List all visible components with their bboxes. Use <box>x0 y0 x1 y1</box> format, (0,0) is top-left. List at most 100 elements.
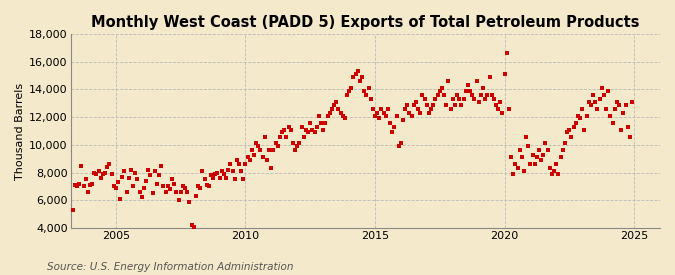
Point <box>372 111 383 115</box>
Point <box>430 97 441 101</box>
Point <box>590 100 601 104</box>
Point <box>210 172 221 176</box>
Point <box>84 183 95 187</box>
Point <box>488 97 499 101</box>
Point <box>182 190 192 194</box>
Point <box>333 107 344 111</box>
Point <box>126 167 136 172</box>
Point <box>545 166 556 170</box>
Point <box>324 111 335 115</box>
Point <box>540 141 551 146</box>
Title: Monthly West Coast (PADD 5) Exports of Total Petroleum Products: Monthly West Coast (PADD 5) Exports of T… <box>91 15 639 30</box>
Point <box>147 191 158 196</box>
Text: Source: U.S. Energy Information Administration: Source: U.S. Energy Information Administ… <box>47 262 294 272</box>
Point <box>232 158 242 162</box>
Point <box>518 169 529 173</box>
Point <box>253 144 264 148</box>
Point <box>95 176 106 180</box>
Point <box>585 102 596 107</box>
Point <box>564 127 574 132</box>
Point <box>378 111 389 115</box>
Point <box>376 107 387 111</box>
Point <box>78 184 89 189</box>
Point <box>516 155 527 160</box>
Point <box>452 93 462 97</box>
Point <box>199 177 210 182</box>
Point <box>259 134 270 139</box>
Point <box>531 155 542 160</box>
Point <box>596 86 607 90</box>
Point <box>480 97 491 101</box>
Point <box>244 158 255 162</box>
Point <box>309 130 320 134</box>
Point <box>428 102 439 107</box>
Point <box>227 169 238 173</box>
Point <box>106 172 117 176</box>
Point <box>329 102 340 107</box>
Point <box>70 183 80 187</box>
Point <box>354 79 365 83</box>
Point <box>400 107 410 111</box>
Point <box>624 134 635 139</box>
Point <box>374 116 385 121</box>
Point <box>221 176 232 180</box>
Point <box>242 155 253 160</box>
Point <box>577 107 588 111</box>
Point <box>188 224 199 229</box>
Point <box>167 177 178 182</box>
Point <box>303 130 314 134</box>
Point <box>156 163 167 168</box>
Point <box>320 120 331 125</box>
Point <box>502 51 512 56</box>
Point <box>141 179 152 183</box>
Point <box>290 148 300 153</box>
Point <box>160 190 171 194</box>
Point <box>610 107 620 111</box>
Point <box>608 120 618 125</box>
Point <box>169 182 180 186</box>
Point <box>370 114 381 118</box>
Point <box>543 148 554 153</box>
Point <box>504 107 514 111</box>
Point <box>588 93 599 97</box>
Point <box>478 86 489 90</box>
Point <box>491 102 502 107</box>
Point <box>342 93 352 97</box>
Point <box>419 97 430 101</box>
Point <box>344 89 354 93</box>
Point <box>225 162 236 166</box>
Point <box>536 158 547 162</box>
Point <box>111 186 122 190</box>
Point <box>294 141 304 146</box>
Point <box>383 107 394 111</box>
Point <box>162 184 173 189</box>
Point <box>145 173 156 177</box>
Point <box>534 148 545 153</box>
Point <box>76 163 87 168</box>
Point <box>348 75 359 79</box>
Point <box>558 148 568 153</box>
Point <box>538 152 549 157</box>
Point <box>248 152 259 157</box>
Point <box>572 114 583 118</box>
Point <box>223 167 234 172</box>
Point <box>363 86 374 90</box>
Point <box>151 182 162 186</box>
Point <box>214 176 225 180</box>
Point <box>292 144 302 148</box>
Point <box>458 97 469 101</box>
Point <box>556 155 566 160</box>
Point <box>128 184 138 189</box>
Point <box>143 167 154 172</box>
Point <box>298 134 309 139</box>
Point <box>86 182 97 186</box>
Point <box>570 120 581 125</box>
Point <box>475 93 486 97</box>
Point <box>176 190 186 194</box>
Point <box>391 114 402 118</box>
Point <box>389 125 400 129</box>
Point <box>482 93 493 97</box>
Point <box>286 127 296 132</box>
Point <box>119 169 130 173</box>
Point <box>486 93 497 97</box>
